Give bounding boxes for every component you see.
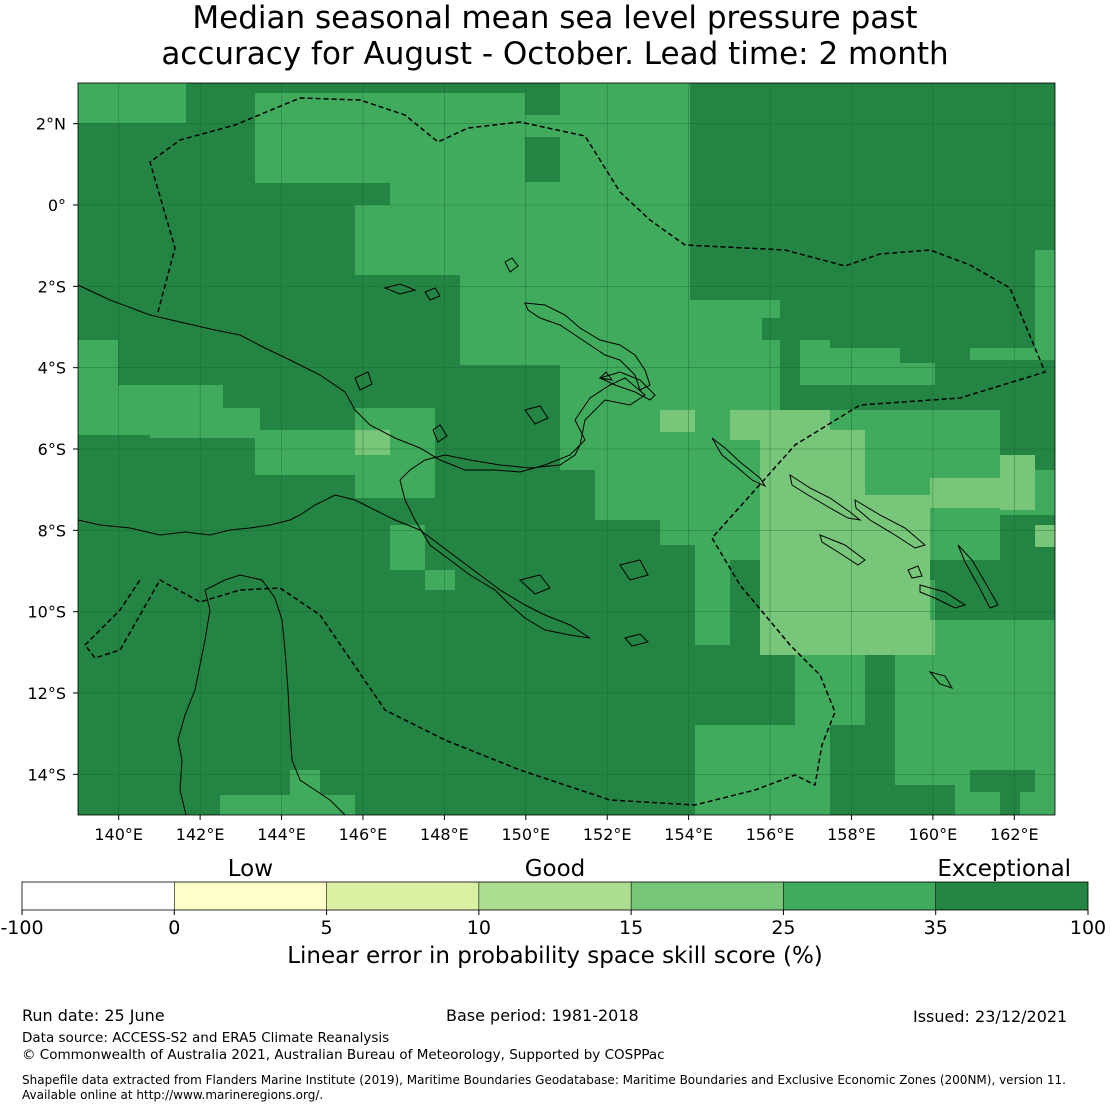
title-line-1: Median seasonal mean sea level pressure …	[192, 0, 918, 36]
x-tick-label: 154°E	[664, 825, 713, 844]
colorbar-category-label: Low	[228, 856, 273, 882]
colorbar-tick-label: 35	[924, 917, 948, 939]
new-britain-coast	[524, 302, 651, 391]
colorbar-tick-label: 5	[321, 917, 333, 939]
copyright: © Commonwealth of Australia 2021, Austra…	[22, 1047, 665, 1063]
x-tick-label: 146°E	[339, 825, 388, 844]
skill-zone-moderate	[1035, 525, 1055, 547]
map-gridlines	[78, 83, 1055, 815]
data-source: Data source: ACCESS-S2 and ERA5 Climate …	[22, 1030, 390, 1046]
y-tick-label: 10°S	[27, 603, 66, 622]
chart-title: Median seasonal mean sea level pressure …	[0, 0, 1110, 72]
australia-coast	[177, 574, 346, 816]
solomon-island-coast-3	[819, 534, 866, 566]
x-tick-label: 160°E	[909, 825, 958, 844]
y-tick-label: 14°S	[27, 765, 66, 784]
colorbar-segment	[174, 882, 327, 910]
x-tick-label: 158°E	[827, 825, 876, 844]
solomon-island-coast-5	[957, 544, 999, 609]
issued-date: Issued: 23/12/2021	[913, 1007, 1068, 1026]
base-period: Base period: 1981-2018	[446, 1006, 639, 1025]
png-eez-boundary	[84, 97, 1047, 806]
colorbar-tick-label: 0	[168, 917, 180, 939]
colorbar-tick-label: 15	[619, 917, 643, 939]
colorbar-segment	[326, 882, 479, 910]
colorbar-category-label: Exceptional	[937, 856, 1071, 882]
solomon-island-coast-1	[789, 473, 862, 521]
y-tick-label: 4°S	[38, 359, 66, 378]
skill-zone	[695, 725, 830, 815]
new-guinea-coast	[77, 284, 646, 639]
shapefile-credit-line-2: Available online at http://www.marinereg…	[22, 1088, 324, 1102]
colorbar-border	[21, 881, 1089, 911]
y-tick-label: 2°S	[38, 277, 66, 296]
colorbar-tick-label: 100	[1070, 917, 1106, 939]
skill-zone	[255, 123, 355, 183]
x-tick-label: 144°E	[257, 825, 306, 844]
colorbar-segment	[935, 882, 1088, 910]
skill-zone	[150, 408, 260, 438]
colorbar-tick-label: 10	[467, 917, 491, 939]
colorbar-title: Linear error in probability space skill …	[287, 943, 823, 969]
skill-zone-high	[900, 340, 935, 363]
skill-zone-high	[762, 318, 797, 340]
skill-zone-moderate	[355, 430, 390, 455]
skill-zone	[255, 430, 360, 475]
new-ireland-coast	[598, 371, 656, 401]
y-tick-label: 0°	[48, 196, 66, 215]
y-tick-label: 6°S	[38, 440, 66, 459]
colorbar-segment	[22, 882, 175, 910]
skill-zone	[660, 410, 700, 545]
skill-zone	[425, 570, 455, 590]
coastlines	[77, 257, 999, 816]
colorbar-tick-label: 25	[771, 917, 795, 939]
skill-zone-high	[830, 248, 1035, 348]
x-tick-label: 152°E	[583, 825, 632, 844]
solomon-island-coast-2	[854, 499, 927, 549]
colorbar-segment	[478, 882, 632, 910]
colorbar-segment	[631, 882, 784, 910]
y-tick-label: 2°N	[36, 115, 66, 134]
skill-zone-moderate	[1000, 455, 1035, 510]
colorbar: -100 0 5 10 15 25 35 100 Low Good Exceptional	[0, 856, 1106, 939]
colorbar-tick-label: -100	[0, 917, 43, 939]
x-tick-label: 140°E	[94, 825, 143, 844]
skill-zone-high	[525, 93, 560, 115]
skill-zone	[78, 83, 186, 123]
islands-small	[354, 257, 954, 689]
skill-zone	[290, 770, 320, 795]
eez-boundaries	[84, 97, 1047, 806]
shapefile-credit-line-1: Shapefile data extracted from Flanders M…	[22, 1073, 1066, 1087]
y-tick-label: 12°S	[27, 684, 66, 703]
skill-zone-moderate	[660, 410, 695, 432]
x-tick-label: 162°E	[990, 825, 1039, 844]
x-tick-label: 150°E	[501, 825, 550, 844]
title-line-2: accuracy for August - October. Lead time…	[161, 36, 949, 72]
skill-zone-high	[690, 83, 1055, 248]
bougainville-coast	[711, 437, 767, 488]
skill-zone	[220, 795, 355, 815]
skill-zone-moderate	[865, 620, 935, 655]
x-tick-label: 156°E	[746, 825, 795, 844]
skill-zone-high	[1000, 770, 1020, 815]
skill-zone-high	[525, 137, 560, 182]
map-ticks: 140°E 142°E 144°E 146°E 148°E 150°E 152°E 154°E…	[27, 115, 1038, 844]
skill-zone-moderate	[760, 430, 865, 500]
skill-zone	[390, 525, 425, 570]
run-date: Run date: 25 June	[22, 1006, 165, 1025]
solomon-island-coast-4	[919, 584, 967, 609]
x-tick-label: 148°E	[420, 825, 469, 844]
skill-zone	[695, 545, 730, 645]
x-tick-label: 142°E	[176, 825, 225, 844]
colorbar-category-label: Good	[525, 856, 586, 882]
colorbar-segment	[783, 882, 936, 910]
y-tick-label: 8°S	[38, 521, 66, 540]
skill-zone	[690, 300, 780, 410]
